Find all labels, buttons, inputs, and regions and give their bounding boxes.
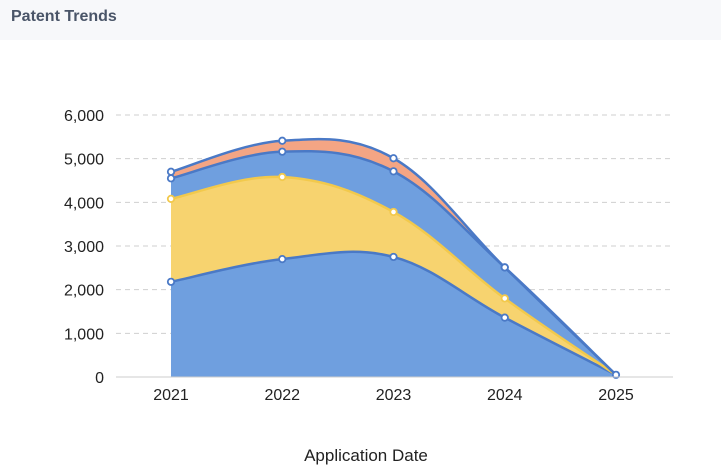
y-tick-label: 1,000 [64, 326, 104, 343]
data-point[interactable] [502, 295, 508, 301]
x-axis-title: Application Date [304, 446, 428, 465]
data-point[interactable] [502, 314, 508, 320]
data-point[interactable] [168, 169, 174, 175]
data-point[interactable] [390, 168, 396, 174]
x-tick-label: 2025 [598, 387, 634, 404]
page-title: Patent Trends [11, 8, 117, 26]
data-point[interactable] [502, 264, 508, 270]
chart-card: 0 1,000 2,000 3,000 4,000 5,000 6,000 2021 2022 2… [11, 40, 721, 468]
data-point[interactable] [279, 138, 285, 144]
data-point[interactable] [390, 254, 396, 260]
data-point[interactable] [168, 279, 174, 285]
y-tick-label: 0 [95, 370, 104, 387]
patent-trends-chart: 0 1,000 2,000 3,000 4,000 5,000 6,000 2021 2022 2… [11, 40, 721, 468]
y-tick-label: 2,000 [64, 283, 104, 300]
data-point[interactable] [390, 155, 396, 161]
data-point[interactable] [390, 209, 396, 215]
y-tick-label: 6,000 [64, 108, 104, 125]
x-tick-label: 2022 [264, 387, 300, 404]
data-point[interactable] [279, 174, 285, 180]
y-tick-label: 5,000 [64, 152, 104, 169]
y-tick-label: 4,000 [64, 195, 104, 212]
x-tick-label: 2021 [153, 387, 189, 404]
x-tick-label: 2023 [376, 387, 412, 404]
data-point[interactable] [279, 148, 285, 154]
y-tick-label: 3,000 [64, 239, 104, 256]
data-point[interactable] [168, 196, 174, 202]
data-point[interactable] [168, 175, 174, 181]
x-tick-label: 2024 [487, 387, 523, 404]
data-point[interactable] [279, 256, 285, 262]
header-bar: Patent Trends [0, 0, 721, 40]
